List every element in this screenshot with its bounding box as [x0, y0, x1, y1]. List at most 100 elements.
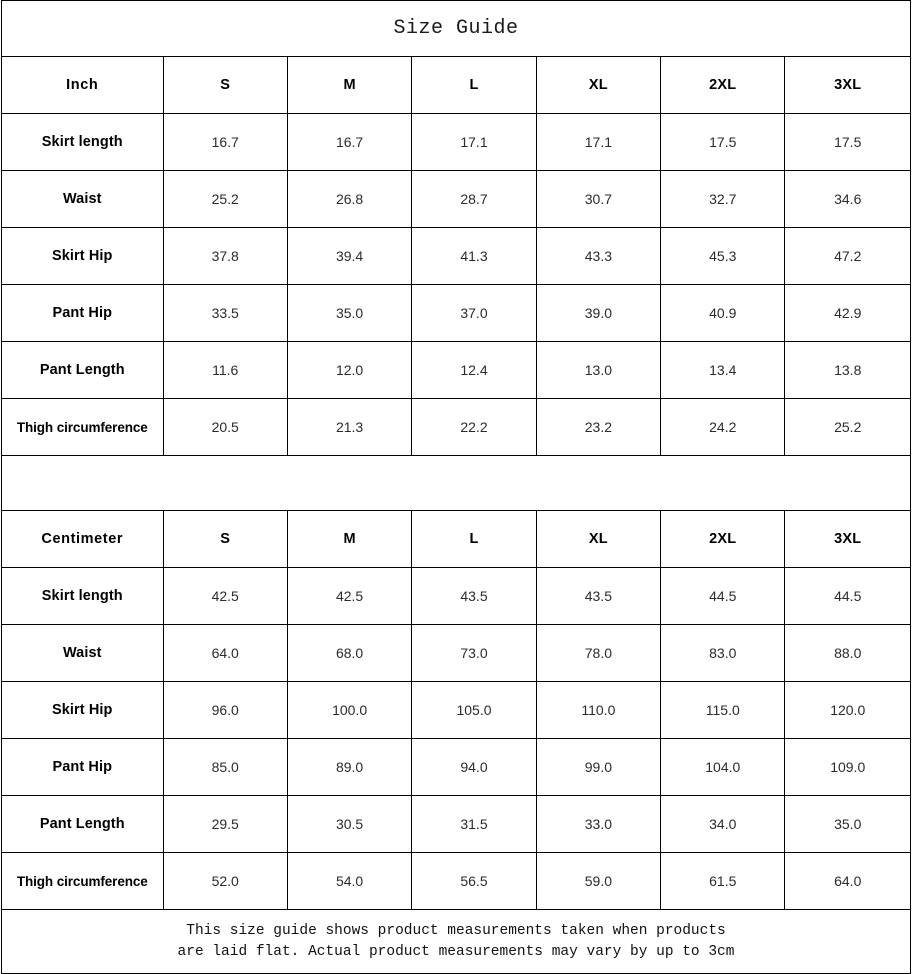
cell-cm-skirt-length-l: 43.5	[411, 567, 537, 625]
centimeter-header-xl: XL	[535, 510, 662, 568]
cell-cm-skirt-length-2xl: 44.5	[660, 567, 786, 625]
cell-inch-pant-length-3xl: 13.8	[784, 341, 911, 399]
cell-cm-thigh-circumference-l: 56.5	[411, 852, 537, 910]
row-label-pant-length: Pant Length	[1, 341, 164, 399]
cell-cm-thigh-circumference-xl: 59.0	[535, 852, 662, 910]
cell-cm-skirt-hip-3xl: 120.0	[784, 681, 911, 739]
row-label-waist: Waist	[1, 624, 164, 682]
cell-inch-pant-hip-2xl: 40.9	[660, 284, 786, 342]
row-label-skirt-length: Skirt length	[1, 567, 164, 625]
cell-cm-waist-3xl: 88.0	[784, 624, 911, 682]
table-row: Pant Hip 33.5 35.0 37.0 39.0 40.9 42.9	[1, 284, 911, 342]
cell-inch-pant-length-l: 12.4	[411, 341, 537, 399]
inch-header-l: L	[411, 56, 537, 114]
cell-cm-pant-hip-xl: 99.0	[535, 738, 662, 796]
row-label-pant-hip: Pant Hip	[1, 738, 164, 796]
cell-cm-thigh-circumference-m: 54.0	[286, 852, 413, 910]
page-title: Size Guide	[1, 0, 911, 57]
cell-inch-pant-length-s: 11.6	[162, 341, 288, 399]
cell-cm-skirt-length-m: 42.5	[286, 567, 413, 625]
cell-inch-skirt-length-3xl: 17.5	[784, 113, 911, 171]
inch-header-m: M	[286, 56, 413, 114]
cell-cm-waist-m: 68.0	[286, 624, 413, 682]
cell-cm-waist-xl: 78.0	[535, 624, 662, 682]
cell-inch-skirt-length-l: 17.1	[411, 113, 537, 171]
table-row: Skirt length 16.7 16.7 17.1 17.1 17.5 17…	[1, 113, 911, 171]
cell-cm-pant-hip-2xl: 104.0	[660, 738, 786, 796]
cell-inch-thigh-circumference-m: 21.3	[286, 398, 413, 456]
cell-inch-waist-2xl: 32.7	[660, 170, 786, 228]
cell-inch-pant-length-m: 12.0	[286, 341, 413, 399]
cell-cm-skirt-hip-l: 105.0	[411, 681, 537, 739]
cell-inch-pant-hip-m: 35.0	[286, 284, 413, 342]
cell-cm-thigh-circumference-s: 52.0	[162, 852, 288, 910]
row-label-pant-hip: Pant Hip	[1, 284, 164, 342]
size-guide-note-row: This size guide shows product measuremen…	[1, 909, 911, 974]
inch-header-row: Inch S M L XL 2XL 3XL	[1, 56, 911, 114]
note-line-2: are laid flat. Actual product measuremen…	[177, 943, 735, 960]
cell-cm-skirt-hip-m: 100.0	[286, 681, 413, 739]
cell-inch-thigh-circumference-3xl: 25.2	[784, 398, 911, 456]
cell-cm-skirt-hip-2xl: 115.0	[660, 681, 786, 739]
inch-unit-header: Inch	[1, 56, 164, 114]
cell-cm-skirt-hip-s: 96.0	[162, 681, 288, 739]
table-row: Pant Hip 85.0 89.0 94.0 99.0 104.0 109.0	[1, 738, 911, 796]
centimeter-header-l: L	[411, 510, 537, 568]
table-row: Thigh circumference 20.5 21.3 22.2 23.2 …	[1, 398, 911, 456]
row-label-thigh-circumference: Thigh circumference	[1, 398, 164, 456]
cell-inch-pant-hip-s: 33.5	[162, 284, 288, 342]
row-label-pant-length: Pant Length	[1, 795, 164, 853]
cell-cm-skirt-length-3xl: 44.5	[784, 567, 911, 625]
inch-header-3xl: 3XL	[784, 56, 911, 114]
table-spacer-cell	[1, 455, 911, 511]
cell-cm-waist-2xl: 83.0	[660, 624, 786, 682]
cell-inch-skirt-hip-l: 41.3	[411, 227, 537, 285]
cell-cm-waist-s: 64.0	[162, 624, 288, 682]
cell-cm-pant-hip-m: 89.0	[286, 738, 413, 796]
cell-inch-pant-length-2xl: 13.4	[660, 341, 786, 399]
centimeter-header-s: S	[162, 510, 288, 568]
cell-cm-skirt-length-s: 42.5	[162, 567, 288, 625]
cell-inch-pant-hip-l: 37.0	[411, 284, 537, 342]
cell-cm-pant-length-3xl: 35.0	[784, 795, 911, 853]
cell-cm-skirt-length-xl: 43.5	[535, 567, 662, 625]
cell-inch-waist-s: 25.2	[162, 170, 288, 228]
row-label-waist: Waist	[1, 170, 164, 228]
size-guide-note: This size guide shows product measuremen…	[1, 909, 911, 974]
cell-cm-skirt-hip-xl: 110.0	[535, 681, 662, 739]
centimeter-header-3xl: 3XL	[784, 510, 911, 568]
table-row: Skirt Hip 96.0 100.0 105.0 110.0 115.0 1…	[1, 681, 911, 739]
cell-inch-pant-hip-xl: 39.0	[535, 284, 662, 342]
cell-inch-skirt-hip-m: 39.4	[286, 227, 413, 285]
cell-inch-skirt-length-m: 16.7	[286, 113, 413, 171]
centimeter-header-row: Centimeter S M L XL 2XL 3XL	[1, 510, 911, 568]
cell-inch-skirt-hip-xl: 43.3	[535, 227, 662, 285]
cell-cm-pant-hip-l: 94.0	[411, 738, 537, 796]
table-row: Skirt length 42.5 42.5 43.5 43.5 44.5 44…	[1, 567, 911, 625]
inch-header-2xl: 2XL	[660, 56, 786, 114]
cell-cm-pant-length-m: 30.5	[286, 795, 413, 853]
cell-cm-pant-hip-s: 85.0	[162, 738, 288, 796]
cell-inch-thigh-circumference-l: 22.2	[411, 398, 537, 456]
table-row: Pant Length 29.5 30.5 31.5 33.0 34.0 35.…	[1, 795, 911, 853]
cell-inch-skirt-length-s: 16.7	[162, 113, 288, 171]
table-spacer-row	[1, 455, 911, 511]
note-line-1: This size guide shows product measuremen…	[186, 922, 726, 939]
row-label-thigh-circumference: Thigh circumference	[1, 852, 164, 910]
cell-cm-pant-length-2xl: 34.0	[660, 795, 786, 853]
table-row: Waist 64.0 68.0 73.0 78.0 83.0 88.0	[1, 624, 911, 682]
title-row: Size Guide	[1, 0, 911, 57]
cell-inch-waist-l: 28.7	[411, 170, 537, 228]
cell-inch-pant-hip-3xl: 42.9	[784, 284, 911, 342]
table-row: Skirt Hip 37.8 39.4 41.3 43.3 45.3 47.2	[1, 227, 911, 285]
cell-inch-skirt-hip-3xl: 47.2	[784, 227, 911, 285]
row-label-skirt-length: Skirt length	[1, 113, 164, 171]
cell-inch-thigh-circumference-s: 20.5	[162, 398, 288, 456]
table-row: Pant Length 11.6 12.0 12.4 13.0 13.4 13.…	[1, 341, 911, 399]
cell-cm-pant-hip-3xl: 109.0	[784, 738, 911, 796]
cell-inch-skirt-length-2xl: 17.5	[660, 113, 786, 171]
cell-cm-thigh-circumference-2xl: 61.5	[660, 852, 786, 910]
cell-inch-skirt-hip-2xl: 45.3	[660, 227, 786, 285]
